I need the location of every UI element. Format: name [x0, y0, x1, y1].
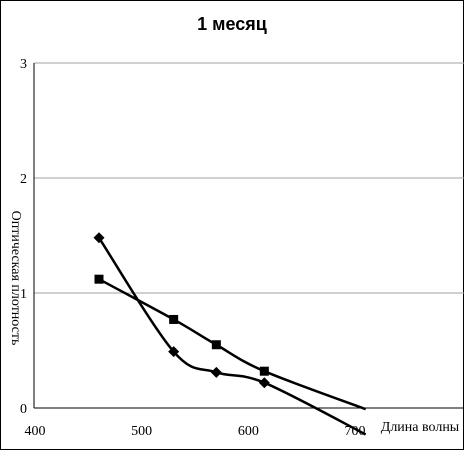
diamond-point: [258, 377, 270, 389]
diamond-point: [93, 232, 105, 244]
square-point: [259, 366, 269, 376]
x-tick-label: 700: [345, 424, 366, 439]
x-tick-label: 600: [238, 424, 259, 439]
diamond-point: [168, 346, 180, 358]
x-axis-label: Длина волны: [381, 420, 460, 435]
square-point: [211, 340, 221, 350]
y-tick-label: 1: [20, 287, 27, 302]
chart-title: 1 месяц: [197, 14, 267, 34]
square-point: [94, 274, 104, 284]
y-tick-labels: 0 1 2 3: [20, 57, 27, 417]
square-point: [169, 314, 179, 324]
x-tick-labels: 400 500 600 700: [25, 424, 366, 439]
x-tick-label: 500: [131, 424, 152, 439]
x-tick-label: 400: [25, 424, 46, 439]
diamond-point: [210, 366, 222, 378]
y-tick-label: 3: [20, 57, 27, 72]
series-layer: [93, 232, 367, 436]
y-tick-label: 2: [20, 172, 27, 187]
grid-layer: [34, 62, 464, 294]
y-tick-label: 0: [20, 402, 27, 417]
y-axis-label: Оптическая плотность: [8, 211, 23, 346]
